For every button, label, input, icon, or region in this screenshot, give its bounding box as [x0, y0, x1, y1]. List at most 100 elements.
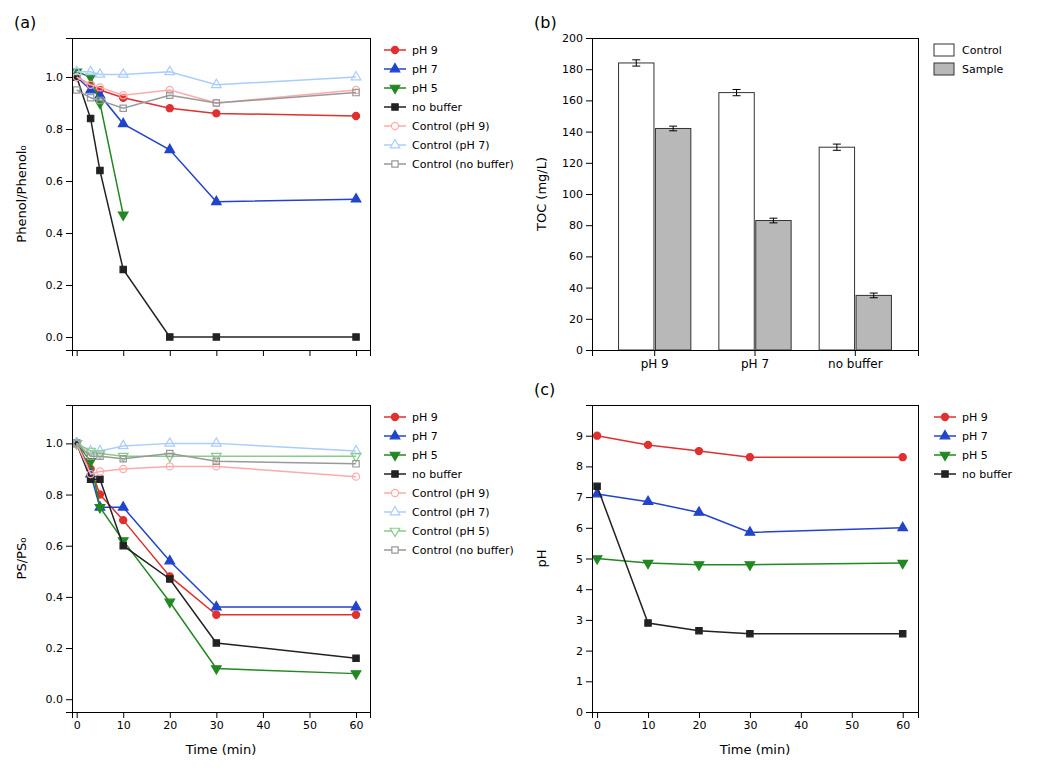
point [212, 196, 222, 204]
y-tick: 0.4 [46, 227, 73, 240]
y-tick-label: 0.6 [46, 175, 64, 188]
y-tick-label: 60 [569, 250, 583, 263]
point [213, 458, 219, 464]
plot-area [72, 438, 361, 679]
legend-item: Control [934, 44, 1002, 57]
x-tick-label: 0 [594, 719, 601, 732]
y-tick-label: 4 [576, 583, 583, 596]
point [165, 556, 175, 564]
legend-label: pH 7 [962, 430, 988, 443]
plot-frame [592, 405, 918, 712]
point [745, 562, 755, 570]
x-tick: pH 7 [741, 350, 769, 371]
legend-item: pH 7 [934, 430, 988, 443]
x-tick: 60 [350, 712, 364, 732]
point [118, 453, 128, 461]
point [212, 438, 222, 446]
legend: pH 9pH 7pH 5no buffer [934, 411, 1012, 481]
legend-marker [392, 547, 398, 553]
point [165, 599, 175, 607]
x-axis-line [593, 713, 919, 719]
x-tick-mark [903, 712, 904, 718]
point [645, 620, 651, 626]
legend-marker [390, 85, 400, 93]
y-tick-mark [66, 129, 72, 130]
point [165, 144, 175, 152]
y-axis: 0123456789 [576, 406, 593, 720]
x-tick [77, 350, 78, 356]
point [167, 92, 173, 98]
point [95, 451, 105, 459]
y-tick-mark [66, 181, 72, 182]
point [212, 602, 222, 610]
line-series [72, 438, 361, 454]
point [118, 502, 128, 510]
point [213, 100, 219, 106]
y-tick: 0.4 [46, 591, 73, 604]
y-tick-mark [66, 233, 72, 234]
point [120, 105, 126, 111]
y-tick: 0.0 [46, 331, 73, 344]
y-tick-label: 0.0 [46, 331, 64, 344]
legend-item: Control (pH 9) [384, 487, 490, 500]
x-tick [263, 350, 264, 356]
y-tick-mark [586, 194, 592, 195]
x-tick [309, 350, 310, 356]
line-series [73, 73, 360, 119]
x-tick-mark [852, 712, 853, 718]
error-bar [733, 89, 741, 95]
line [77, 443, 356, 658]
y-tick-label: 120 [562, 157, 583, 170]
y-tick-mark [586, 69, 592, 70]
line [597, 486, 903, 633]
bar-series [619, 60, 855, 350]
y-tick-label: 9 [576, 430, 583, 443]
point [592, 556, 602, 564]
legend-item: pH 9 [934, 411, 988, 424]
error-bar [669, 126, 677, 131]
line-series [592, 488, 907, 535]
y-tick-label: 3 [576, 614, 583, 627]
error-bar [870, 293, 878, 298]
legend-label: pH 7 [412, 430, 438, 443]
point [87, 471, 94, 478]
line [77, 443, 356, 673]
legend-marker [942, 471, 948, 477]
x-tick: 60 [896, 712, 910, 732]
y-tick-mark [586, 288, 592, 289]
y-tick: 1 [576, 675, 592, 688]
y-tick-mark [66, 77, 72, 78]
legend-label: pH 5 [412, 449, 438, 462]
legend-swatch [934, 44, 954, 56]
line [77, 77, 356, 202]
x-tick-label: 50 [845, 719, 859, 732]
figure: 0.00.20.40.60.81.0Phenol/Phenol₀(a)pH 9p… [0, 0, 1047, 773]
y-tick-mark [66, 597, 72, 598]
x-tick-mark [356, 350, 357, 356]
error-bar [632, 60, 640, 66]
x-tick-mark [123, 712, 124, 718]
legend-label: Control [962, 44, 1002, 57]
y-tick-label: 0 [576, 706, 583, 719]
legend-label: Control (no buffer) [412, 158, 514, 171]
legend-marker [390, 452, 400, 460]
point [73, 87, 79, 93]
y-tick-label: 0.4 [46, 591, 64, 604]
y-tick: 120 [562, 157, 592, 170]
point [900, 631, 906, 637]
y-tick: 4 [576, 583, 592, 596]
legend-label: Sample [962, 63, 1003, 76]
legend-label: pH 9 [962, 411, 988, 424]
point [353, 655, 359, 661]
y-tick-label: 100 [562, 188, 583, 201]
y-axis: 0.00.20.40.60.81.0 [46, 39, 73, 351]
y-tick-mark [586, 256, 592, 257]
legend-marker [392, 104, 398, 110]
line-series [594, 483, 906, 637]
plot-frame [72, 405, 370, 712]
y-tick-mark [66, 337, 72, 338]
x-tick-mark [263, 712, 264, 718]
point [72, 66, 81, 74]
y-tick-mark [586, 350, 592, 351]
point [120, 92, 127, 99]
